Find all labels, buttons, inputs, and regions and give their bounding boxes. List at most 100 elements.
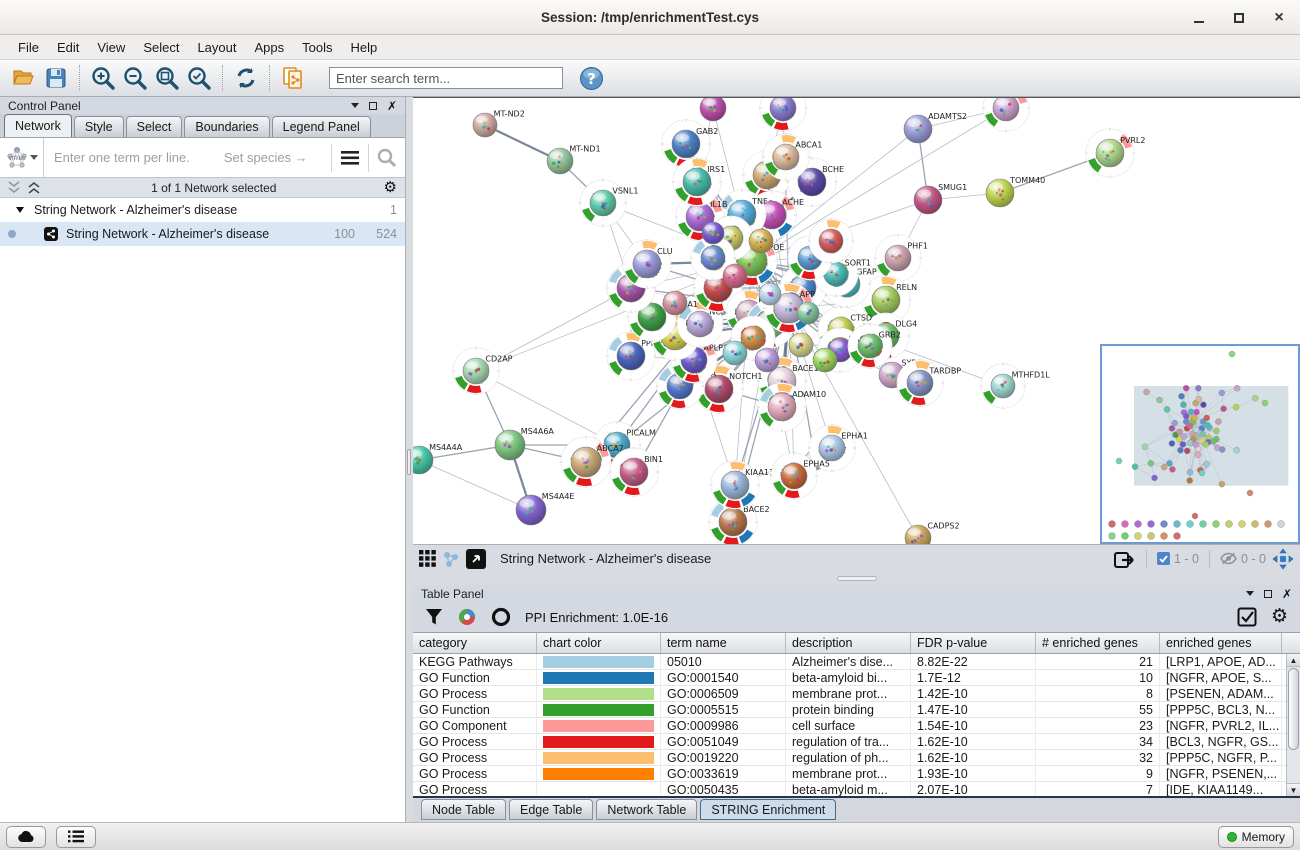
zoom-in-button[interactable] bbox=[87, 63, 119, 93]
network-node-clu[interactable]: CLU bbox=[622, 239, 673, 289]
network-node-phf1[interactable]: PHF1 bbox=[874, 234, 928, 282]
settings-gear-icon[interactable]: ⚙ bbox=[1270, 606, 1288, 627]
collapse-all-icon[interactable] bbox=[8, 180, 24, 195]
table-row[interactable]: GO Process GO:0019220 regulation of ph... 1… bbox=[413, 750, 1286, 766]
network-tree-row[interactable]: String Network - Alzheimer's disease 1 bbox=[0, 198, 405, 222]
task-history-button[interactable] bbox=[56, 825, 96, 848]
network-node-abca1[interactable]: ABCA1 bbox=[762, 133, 822, 181]
zoom-out-button[interactable] bbox=[119, 63, 151, 93]
string-query-placeholder[interactable]: Enter one term per line. bbox=[54, 150, 190, 165]
table-row[interactable]: GO Process GO:0033619 membrane prot... 1.93… bbox=[413, 766, 1286, 782]
menu-view[interactable]: View bbox=[97, 39, 126, 55]
tab-network-table[interactable]: Network Table bbox=[596, 799, 698, 820]
cloud-tasks-button[interactable] bbox=[6, 825, 46, 848]
table-row[interactable]: GO Process GO:0051049 regulation of tra...… bbox=[413, 734, 1286, 750]
network-node-abca7[interactable]: ABCA7 bbox=[560, 436, 624, 488]
set-species-hint[interactable]: Set species → bbox=[223, 150, 308, 165]
string-search-button[interactable] bbox=[369, 138, 405, 177]
pan-compass-icon[interactable] bbox=[1272, 548, 1294, 570]
column-header-enriched-genes[interactable]: enriched genes bbox=[1160, 633, 1282, 653]
vertical-splitter[interactable] bbox=[406, 97, 413, 822]
network-node-mthfd1l[interactable]: MTHFD1L bbox=[980, 363, 1050, 409]
open-session-button[interactable] bbox=[8, 63, 40, 93]
network-node-irs1[interactable]: IRS1 bbox=[672, 157, 725, 207]
column-header-term-name[interactable]: term name bbox=[661, 633, 786, 653]
network-node[interactable] bbox=[808, 218, 854, 264]
save-session-button[interactable] bbox=[40, 63, 72, 93]
network-node-bche[interactable]: BCHE bbox=[787, 157, 844, 207]
search-input[interactable] bbox=[329, 67, 563, 89]
network-node[interactable] bbox=[796, 301, 820, 325]
gear-icon[interactable]: ⚙ bbox=[383, 178, 397, 196]
zoom-selected-button[interactable] bbox=[183, 63, 215, 93]
network-node-kiaa1149[interactable]: KIAA1149 bbox=[710, 460, 784, 510]
network-node-grb2[interactable]: GRB2 bbox=[847, 323, 901, 369]
network-node[interactable] bbox=[722, 340, 748, 366]
network-node[interactable] bbox=[701, 221, 725, 245]
tab-network[interactable]: Network bbox=[4, 114, 72, 137]
grid-mode-icon[interactable] bbox=[419, 550, 436, 567]
menu-apps[interactable]: Apps bbox=[254, 39, 285, 55]
menu-select[interactable]: Select bbox=[143, 39, 180, 55]
tab-edge-table[interactable]: Edge Table bbox=[509, 799, 594, 820]
network-node[interactable] bbox=[690, 235, 736, 281]
network-graph[interactable]: MT-ND2 MT-ND1 VSNL1 GAB2 ADAMTS2 PVRL2 SMUG1 TO… bbox=[413, 98, 1300, 544]
string-view-icon[interactable] bbox=[442, 550, 460, 568]
network-node-ms4a4e[interactable]: MS4A4E bbox=[515, 492, 574, 526]
network-node-ms4a6a[interactable]: MS4A6A bbox=[494, 427, 554, 461]
network-node[interactable] bbox=[754, 347, 780, 373]
scroll-up-icon[interactable]: ▲ bbox=[1287, 654, 1300, 667]
menu-help[interactable]: Help bbox=[350, 39, 378, 55]
column-header-category[interactable]: category bbox=[413, 633, 537, 653]
menu-edit[interactable]: Edit bbox=[56, 39, 80, 55]
network-node-epha1[interactable]: EPHA1 bbox=[808, 424, 868, 472]
table-scrollbar[interactable]: ▲ ▼ bbox=[1286, 654, 1300, 796]
import-network-button[interactable] bbox=[277, 63, 309, 93]
network-node[interactable] bbox=[748, 228, 774, 254]
menu-file[interactable]: File bbox=[18, 39, 39, 55]
network-node-ms4a4a[interactable]: MS4A4A bbox=[413, 443, 463, 475]
network-node-pvrl2[interactable]: PVRL2 bbox=[1085, 128, 1145, 178]
close-button[interactable]: × bbox=[1272, 9, 1286, 25]
zoom-fit-button[interactable] bbox=[151, 63, 183, 93]
table-row[interactable]: GO Function GO:0001540 beta-amyloid bi... 1… bbox=[413, 670, 1286, 686]
table-row[interactable]: GO Function GO:0005515 protein binding 1.47… bbox=[413, 702, 1286, 718]
horizontal-splitter[interactable] bbox=[413, 572, 1300, 585]
tab-legend-panel[interactable]: Legend Panel bbox=[271, 116, 371, 137]
panel-close-icon[interactable]: ✗ bbox=[386, 98, 397, 113]
network-node[interactable] bbox=[758, 282, 782, 306]
panel-float-icon[interactable] bbox=[368, 101, 377, 110]
expand-all-icon[interactable] bbox=[28, 181, 44, 195]
network-node[interactable] bbox=[722, 263, 748, 289]
export-network-icon[interactable] bbox=[1113, 549, 1136, 569]
network-node[interactable] bbox=[982, 98, 1030, 132]
scrollbar-thumb[interactable] bbox=[1288, 668, 1299, 750]
splitter-grip[interactable] bbox=[836, 576, 877, 581]
table-row[interactable]: GO Process GO:0006509 membrane prot... 1.42… bbox=[413, 686, 1286, 702]
minimize-button[interactable] bbox=[1192, 11, 1206, 25]
network-node-adam10[interactable]: ADAM10 bbox=[757, 382, 826, 432]
tab-style[interactable]: Style bbox=[73, 116, 124, 137]
network-node-mt-nd2[interactable]: MT-ND2 bbox=[472, 109, 525, 138]
column-header---enriched-genes[interactable]: # enriched genes bbox=[1036, 633, 1160, 653]
open-window-icon[interactable] bbox=[466, 548, 486, 569]
network-node-epha5[interactable]: EPHA5 bbox=[770, 452, 830, 500]
network-tree-row[interactable]: String Network - Alzheimer's disease 100 5… bbox=[0, 222, 405, 246]
panel-menu-icon[interactable] bbox=[350, 103, 359, 108]
maximize-button[interactable] bbox=[1232, 11, 1246, 25]
filter-icon[interactable] bbox=[425, 608, 443, 626]
network-node-vsnl1[interactable]: VSNL1 bbox=[579, 179, 638, 227]
panel-float-icon[interactable] bbox=[1263, 589, 1272, 598]
table-row[interactable]: KEGG Pathways 05010 Alzheimer's dise... 8.8… bbox=[413, 654, 1286, 670]
tree-expand-icon[interactable] bbox=[16, 207, 24, 213]
birds-eye-view[interactable] bbox=[1100, 344, 1300, 544]
network-node-tardbp[interactable]: TARDBP bbox=[896, 359, 961, 407]
network-node-cd2ap[interactable]: CD2AP bbox=[452, 347, 513, 395]
menu-layout[interactable]: Layout bbox=[197, 39, 237, 55]
network-node[interactable] bbox=[699, 98, 727, 122]
network-node[interactable] bbox=[788, 332, 814, 358]
network-node[interactable] bbox=[662, 290, 688, 316]
tab-boundaries[interactable]: Boundaries bbox=[184, 116, 270, 137]
panel-close-icon[interactable]: ✗ bbox=[1281, 586, 1292, 601]
table-row[interactable]: GO Component GO:0009986 cell surface 1.54E-… bbox=[413, 718, 1286, 734]
